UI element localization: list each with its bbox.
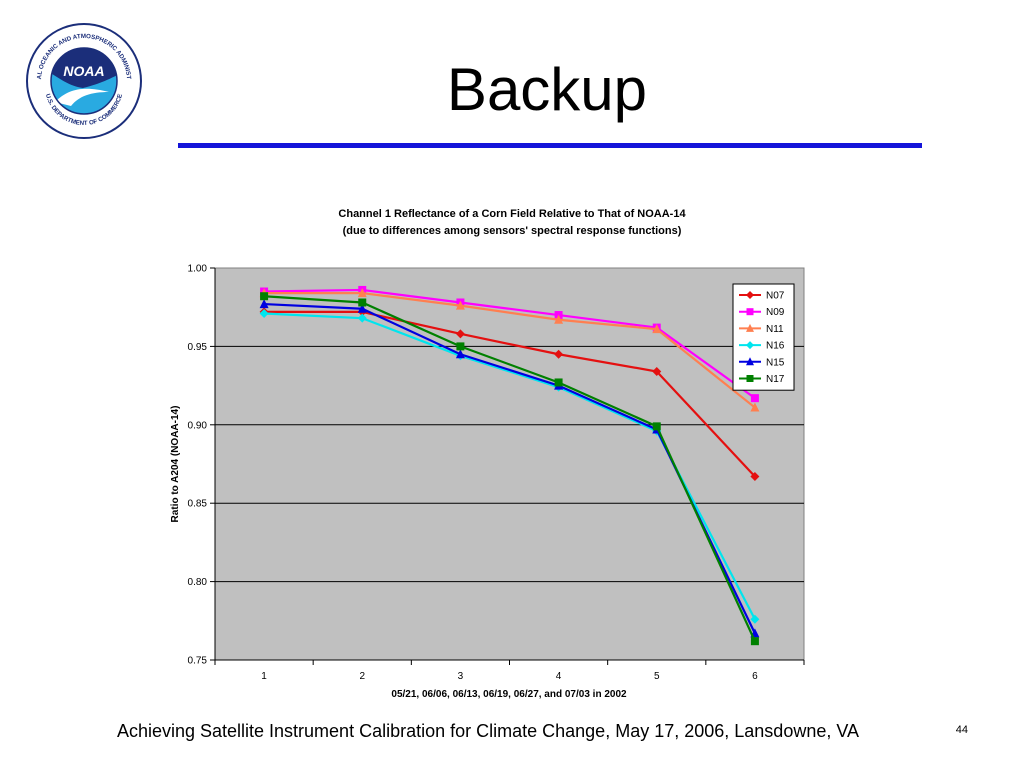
slide-title: Backup bbox=[446, 56, 648, 123]
x-tick-label: 5 bbox=[654, 671, 660, 682]
title-rule bbox=[178, 143, 922, 148]
data-point-marker bbox=[358, 298, 367, 307]
slide-footer: Achieving Satellite Instrument Calibrati… bbox=[116, 721, 860, 741]
data-point-marker bbox=[652, 366, 662, 376]
legend-item: N07 bbox=[739, 291, 785, 302]
series-line bbox=[264, 288, 756, 400]
data-point-marker bbox=[357, 313, 367, 323]
data-point-marker bbox=[554, 378, 563, 387]
y-tick-label: 0.85 bbox=[188, 499, 208, 510]
y-tick-label: 1.00 bbox=[188, 264, 208, 275]
legend-item: N09 bbox=[739, 307, 785, 318]
data-point-marker bbox=[652, 422, 661, 431]
series-layer bbox=[259, 285, 760, 646]
series-line bbox=[264, 291, 756, 409]
y-tick-label: 0.95 bbox=[188, 342, 208, 353]
x-tick-label: 2 bbox=[359, 671, 365, 682]
logo-emblem bbox=[51, 48, 117, 114]
legend-label: N11 bbox=[766, 324, 784, 335]
data-point-marker bbox=[652, 324, 662, 334]
legend-label: N09 bbox=[766, 307, 785, 318]
data-point-marker bbox=[554, 349, 564, 359]
y-axis-label: Ratio to A204 (NOAA-14) bbox=[170, 406, 181, 523]
y-tick-label: 0.90 bbox=[188, 420, 208, 431]
legend-item: N16 bbox=[739, 341, 785, 352]
x-tick-label: 1 bbox=[261, 671, 267, 682]
series-line bbox=[264, 310, 756, 478]
data-point-marker bbox=[750, 402, 760, 412]
data-point-marker bbox=[260, 292, 269, 301]
data-point-marker bbox=[455, 329, 465, 339]
data-point-marker bbox=[750, 394, 759, 403]
series-line bbox=[264, 295, 756, 642]
x-tick-label: 6 bbox=[752, 671, 758, 682]
data-point-marker bbox=[259, 299, 269, 309]
y-tick-label: 0.75 bbox=[188, 656, 208, 667]
data-point-marker bbox=[357, 288, 367, 298]
data-point-marker bbox=[750, 614, 760, 624]
axis-layer: 0.75 0.80 0.85 0.90 0.95 1.00 1 2 3 4 5 6 bbox=[188, 264, 805, 682]
y-tick-label: 0.80 bbox=[188, 577, 208, 588]
legend-label: N07 bbox=[766, 291, 785, 302]
data-point-marker bbox=[746, 341, 754, 350]
legend-item: N11 bbox=[739, 323, 784, 335]
line-chart: Channel 1 Reflectance of a Corn Field Re… bbox=[170, 208, 805, 700]
legend-item: N17 bbox=[739, 374, 785, 385]
series-n17 bbox=[260, 292, 759, 646]
legend-label: N15 bbox=[766, 357, 785, 368]
legend: N07 N09 N11 N16 N15 N17 bbox=[732, 283, 795, 391]
noaa-logo: NATIONAL OCEANIC AND ATMOSPHERIC ADMINIS… bbox=[25, 22, 142, 139]
x-axis-label: 05/21, 06/06, 06/13, 06/19, 06/27, and 0… bbox=[391, 689, 627, 700]
gull-icon bbox=[55, 88, 109, 106]
data-point-marker bbox=[455, 300, 465, 310]
data-point-marker bbox=[455, 349, 465, 359]
data-point-marker bbox=[746, 308, 754, 316]
chart-title: Channel 1 Reflectance of a Corn Field Re… bbox=[338, 208, 686, 220]
data-point-marker bbox=[456, 342, 465, 351]
series-n07 bbox=[259, 307, 760, 482]
legend-box bbox=[732, 283, 795, 391]
legend-label: N16 bbox=[766, 341, 785, 352]
x-tick-label: 3 bbox=[458, 671, 464, 682]
data-point-marker bbox=[750, 637, 759, 646]
data-point-marker bbox=[746, 357, 754, 366]
data-point-marker bbox=[750, 472, 760, 482]
data-point-marker bbox=[746, 375, 754, 382]
chart-subtitle: (due to differences among sensors' spect… bbox=[343, 225, 682, 237]
page-number: 44 bbox=[955, 724, 968, 736]
data-point-marker bbox=[259, 308, 269, 318]
plot-area bbox=[214, 267, 805, 661]
data-point-marker bbox=[554, 314, 564, 324]
data-point-marker bbox=[746, 291, 754, 299]
legend-label: N17 bbox=[766, 374, 785, 385]
logo-center-text: NOAA bbox=[63, 63, 104, 79]
data-point-marker bbox=[746, 323, 754, 332]
data-point-marker bbox=[357, 303, 367, 313]
x-tick-label: 4 bbox=[556, 671, 562, 682]
legend-item: N15 bbox=[739, 357, 785, 368]
